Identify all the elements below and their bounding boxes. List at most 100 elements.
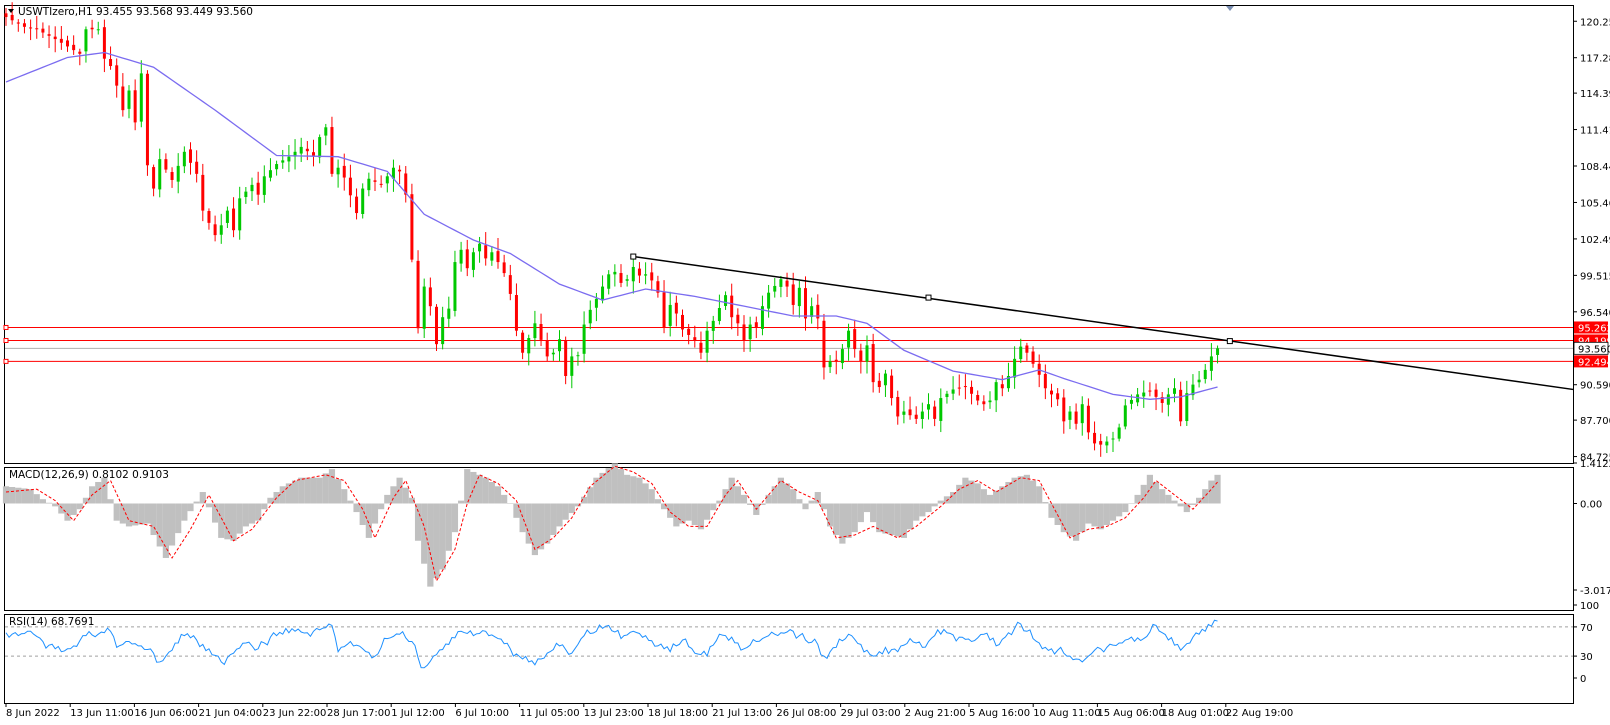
macd-bar	[1196, 497, 1203, 504]
macd-bar	[76, 503, 83, 510]
macd-bar	[328, 469, 336, 504]
macd-bar	[378, 503, 385, 510]
candle-body	[527, 338, 531, 354]
candle-body	[102, 27, 106, 59]
price-axis-label: 111.415	[1580, 126, 1610, 137]
candle-body	[1129, 399, 1133, 404]
macd-bar	[1023, 474, 1030, 504]
level-price-label: 95.262	[1578, 323, 1610, 334]
macd-bar	[408, 497, 415, 504]
candle-body	[988, 400, 992, 403]
macd-bar	[52, 503, 59, 507]
macd-histogram	[2, 463, 1221, 587]
macd-bar	[525, 503, 532, 544]
candle-body	[379, 183, 383, 185]
candle-body	[545, 340, 549, 357]
candle-body	[834, 359, 838, 362]
macd-bar	[390, 486, 397, 504]
macd-bar	[624, 474, 631, 504]
candle-body	[730, 295, 734, 318]
candle-body	[736, 314, 740, 324]
macd-bar	[267, 497, 274, 504]
macd-bar	[285, 483, 292, 504]
macd-bar	[667, 503, 674, 518]
macd-bar	[181, 503, 188, 521]
candle-body	[693, 337, 697, 341]
macd-bar	[740, 494, 748, 504]
candle-body	[471, 252, 475, 270]
shift-marker-icon[interactable]	[1226, 6, 1234, 11]
candle-body	[90, 27, 94, 30]
macd-bar	[968, 480, 975, 504]
candle-body	[84, 29, 88, 52]
candle-body	[896, 396, 900, 417]
macd-bar	[507, 503, 514, 504]
trendline-handle[interactable]	[1226, 338, 1233, 345]
macd-bar	[931, 503, 938, 507]
price-axis-label: 117.280	[1580, 54, 1610, 65]
macd-bar	[15, 487, 22, 504]
macd-bar	[1060, 503, 1067, 533]
macd-bar	[119, 503, 126, 524]
macd-bar	[1017, 476, 1024, 504]
macd-bar	[353, 503, 360, 513]
candle-body	[1043, 373, 1047, 389]
candle-body	[933, 406, 937, 419]
price-axis-label: 99.515	[1580, 271, 1610, 282]
macd-bar	[716, 500, 723, 504]
macd-bar	[402, 487, 409, 504]
level-anchor-handle[interactable]	[3, 337, 9, 343]
macd-bar	[1128, 503, 1135, 504]
macd-bar	[384, 494, 391, 504]
macd-bar	[144, 503, 151, 524]
macd-bar	[451, 503, 459, 533]
macd-bar	[882, 503, 889, 534]
time-axis-label: 10 Aug 11:00	[1033, 708, 1100, 719]
macd-bar	[876, 503, 883, 533]
price-pane[interactable]	[4, 5, 1574, 464]
macd-bar	[70, 503, 77, 515]
trendline-handle[interactable]	[925, 294, 932, 301]
candle-body	[391, 167, 395, 179]
price-axis-label: 120.255	[1580, 17, 1610, 28]
level-anchor-handle[interactable]	[3, 324, 9, 330]
macd-bar	[537, 503, 545, 550]
candle-body	[410, 194, 414, 260]
candle-body	[859, 350, 863, 362]
candle-body	[668, 304, 672, 326]
candle-body	[1086, 405, 1090, 433]
candle-body	[625, 279, 629, 281]
rsi-pane[interactable]	[4, 614, 1574, 704]
candle-body	[262, 176, 266, 195]
trendline[interactable]	[630, 253, 1574, 391]
candle-body	[613, 271, 617, 275]
candle-body	[514, 295, 518, 331]
macd-bar	[710, 503, 717, 511]
candle-body	[828, 361, 832, 368]
macd-bar	[697, 503, 705, 530]
candle-body	[816, 304, 820, 319]
time-axis-label: 28 Jun 17:00	[327, 708, 391, 719]
macd-bar	[863, 503, 871, 513]
macd-bar	[1109, 503, 1117, 521]
candle-body	[232, 208, 236, 231]
candle-body	[398, 169, 402, 172]
macd-bar	[894, 503, 901, 537]
macd-bar	[242, 503, 249, 527]
candle-body	[152, 167, 156, 189]
candle-body	[72, 44, 76, 51]
trendline-path[interactable]	[633, 255, 1574, 391]
macd-bar	[125, 503, 133, 527]
candle-body	[637, 268, 641, 276]
trendline-handle[interactable]	[630, 253, 637, 260]
symbol-menu-icon[interactable]	[8, 9, 14, 13]
macd-bar	[673, 503, 680, 527]
macd-bar	[371, 503, 379, 524]
macd-bar	[488, 481, 495, 504]
macd-bar	[39, 499, 46, 504]
level-anchor-handle[interactable]	[3, 358, 9, 364]
candle-body	[1062, 397, 1066, 422]
candle-body	[558, 339, 561, 352]
